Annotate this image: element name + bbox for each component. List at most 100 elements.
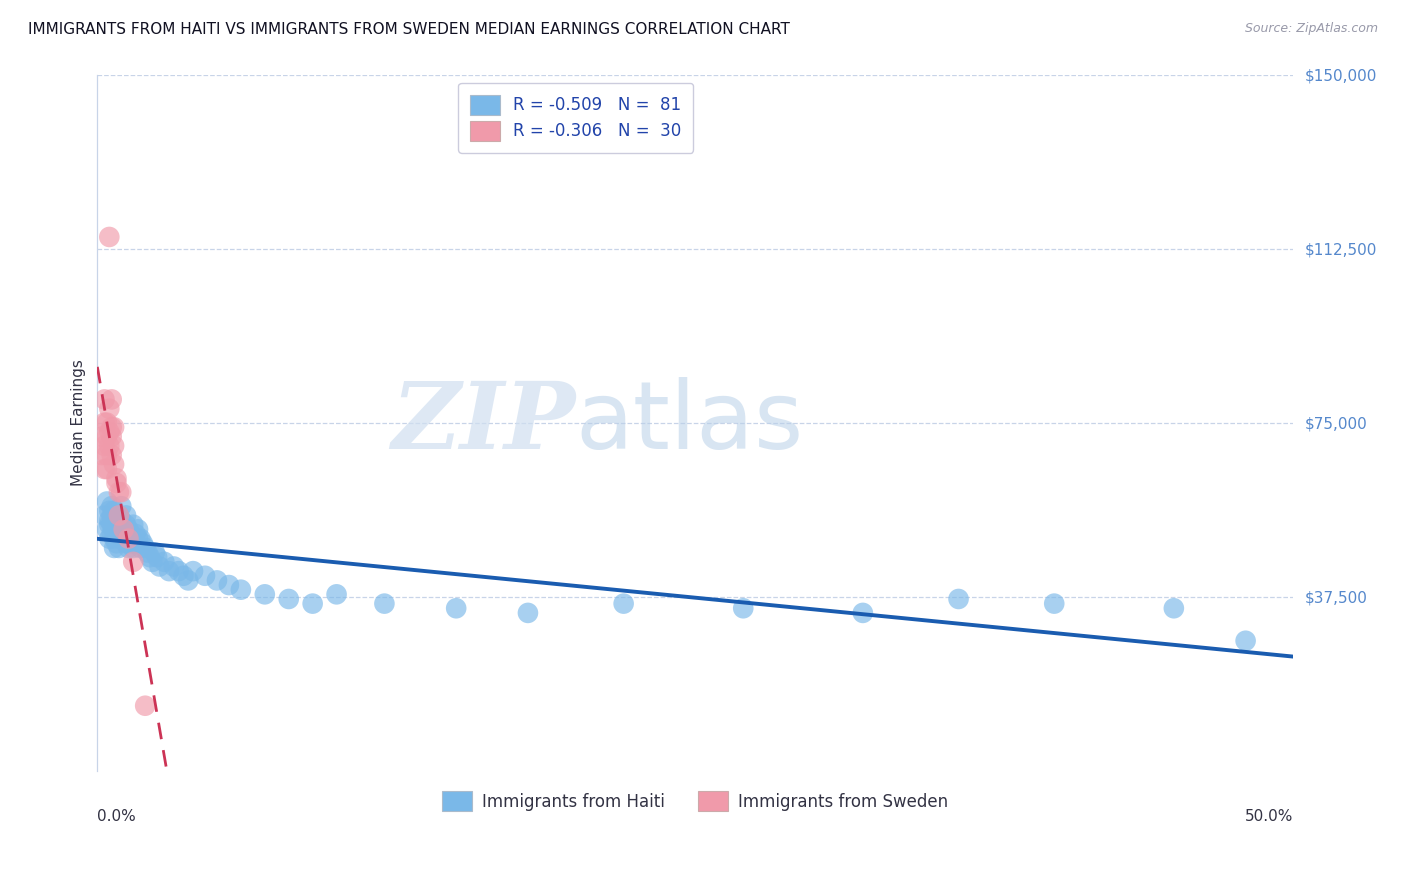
Point xyxy=(103,458,125,472)
Point xyxy=(105,475,128,490)
Point xyxy=(108,541,131,555)
Point xyxy=(146,550,169,565)
Point xyxy=(277,592,299,607)
Point xyxy=(105,508,128,523)
Point xyxy=(110,532,132,546)
Point xyxy=(96,462,118,476)
Point xyxy=(98,401,121,416)
Y-axis label: Median Earnings: Median Earnings xyxy=(72,359,86,486)
Point xyxy=(100,517,122,532)
Point xyxy=(110,522,132,536)
Point xyxy=(100,429,122,443)
Point xyxy=(120,527,142,541)
Point xyxy=(325,587,347,601)
Point xyxy=(93,508,115,523)
Point xyxy=(115,536,138,550)
Point xyxy=(112,522,135,536)
Point xyxy=(117,532,139,546)
Point xyxy=(103,541,125,555)
Point xyxy=(139,550,162,565)
Point xyxy=(115,517,138,532)
Point xyxy=(132,536,155,550)
Point xyxy=(1163,601,1185,615)
Point xyxy=(100,527,122,541)
Point xyxy=(143,545,166,559)
Point xyxy=(218,578,240,592)
Point xyxy=(134,698,156,713)
Point xyxy=(516,606,538,620)
Point xyxy=(98,532,121,546)
Point xyxy=(948,592,970,607)
Point xyxy=(112,532,135,546)
Point xyxy=(96,522,118,536)
Point xyxy=(129,532,152,546)
Point xyxy=(122,517,145,532)
Point xyxy=(136,545,159,559)
Point xyxy=(167,564,190,578)
Point xyxy=(103,522,125,536)
Point xyxy=(141,555,163,569)
Point xyxy=(100,499,122,513)
Point xyxy=(98,513,121,527)
Point xyxy=(105,471,128,485)
Point xyxy=(153,555,176,569)
Point xyxy=(91,448,114,462)
Point xyxy=(110,485,132,500)
Point xyxy=(172,568,194,582)
Point xyxy=(110,499,132,513)
Point xyxy=(120,536,142,550)
Point xyxy=(127,532,149,546)
Point xyxy=(157,564,180,578)
Point xyxy=(115,527,138,541)
Point xyxy=(103,513,125,527)
Point xyxy=(127,522,149,536)
Point xyxy=(96,494,118,508)
Text: atlas: atlas xyxy=(576,376,804,468)
Point xyxy=(98,230,121,244)
Point xyxy=(1234,633,1257,648)
Point xyxy=(124,536,146,550)
Point xyxy=(117,532,139,546)
Point xyxy=(103,420,125,434)
Point xyxy=(444,601,467,615)
Point xyxy=(110,513,132,527)
Point xyxy=(100,392,122,407)
Legend: Immigrants from Haiti, Immigrants from Sweden: Immigrants from Haiti, Immigrants from S… xyxy=(436,784,955,818)
Point xyxy=(105,522,128,536)
Point xyxy=(122,532,145,546)
Point xyxy=(93,392,115,407)
Point xyxy=(124,527,146,541)
Point xyxy=(98,504,121,518)
Point xyxy=(613,597,636,611)
Point xyxy=(163,559,186,574)
Point xyxy=(194,568,217,582)
Point xyxy=(93,416,115,430)
Point xyxy=(98,439,121,453)
Point xyxy=(103,504,125,518)
Point xyxy=(134,541,156,555)
Point xyxy=(253,587,276,601)
Point xyxy=(229,582,252,597)
Point xyxy=(122,555,145,569)
Point xyxy=(105,517,128,532)
Point xyxy=(91,429,114,443)
Point xyxy=(205,574,228,588)
Point xyxy=(96,448,118,462)
Point xyxy=(733,601,755,615)
Point xyxy=(373,597,395,611)
Point xyxy=(100,508,122,523)
Point xyxy=(93,462,115,476)
Text: Source: ZipAtlas.com: Source: ZipAtlas.com xyxy=(1244,22,1378,36)
Point xyxy=(108,485,131,500)
Text: 50.0%: 50.0% xyxy=(1246,809,1294,824)
Point xyxy=(115,508,138,523)
Point xyxy=(129,541,152,555)
Point xyxy=(852,606,875,620)
Point xyxy=(1043,597,1066,611)
Point xyxy=(103,439,125,453)
Point xyxy=(93,439,115,453)
Point xyxy=(108,527,131,541)
Point xyxy=(100,448,122,462)
Text: ZIP: ZIP xyxy=(391,377,576,467)
Point xyxy=(301,597,323,611)
